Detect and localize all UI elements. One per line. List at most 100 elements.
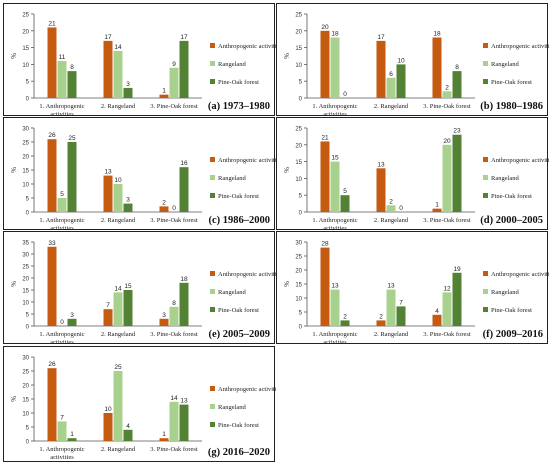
bar [376, 40, 386, 98]
legend-swatch [483, 175, 488, 180]
category-label: activities [50, 454, 74, 461]
bar-value-label: 21 [321, 134, 329, 141]
y-tick-label: 5 [299, 80, 303, 86]
bar-value-label: 2 [162, 199, 166, 206]
bar-value-label: 0 [399, 205, 403, 212]
legend-swatch [210, 157, 215, 162]
y-tick-label: 0 [26, 211, 30, 217]
y-tick-label: 35 [22, 241, 29, 247]
chart-panel: 0 5 10 15 20 25 30% 26 13 2 5 10 0 25 3 16 1. Anthropoge… [3, 117, 276, 232]
y-tick-label: 10 [295, 297, 302, 303]
category-label: 2. Rangeland [101, 217, 136, 224]
legend-label: Anthropogenic activities [218, 271, 276, 278]
chart-panel: 0 5 10 15 20 25 30% 28 2 4 13 13 12 2 7 19 1. Anthropoge… [276, 231, 549, 345]
bar [442, 292, 452, 326]
bar-value-label: 11 [59, 54, 66, 61]
panel-label: (a) 1973–1980 [208, 101, 270, 112]
y-tick-label: 0 [26, 325, 30, 331]
y-tick-label: 25 [295, 255, 302, 261]
panel-label: (b) 1980–1986 [480, 101, 543, 112]
y-axis-label: % [10, 281, 18, 287]
category-label: 1. Anthropogenic [312, 217, 357, 224]
bar-value-label: 3 [162, 312, 166, 319]
bar [330, 161, 340, 212]
legend-swatch [483, 79, 488, 84]
legend-swatch [483, 61, 488, 66]
bar [159, 318, 169, 326]
bar-value-label: 16 [180, 160, 188, 167]
bar-value-label: 10 [397, 57, 405, 64]
bar-value-label: 8 [172, 300, 176, 307]
y-tick-label: 15 [22, 289, 29, 295]
bar [169, 306, 179, 326]
legend-label: Pine-Oak forest [218, 422, 259, 429]
bar-value-label: 7 [60, 414, 64, 421]
legend-swatch [210, 61, 215, 66]
bar-value-label: 13 [331, 283, 339, 290]
bar [442, 91, 452, 98]
bar [179, 167, 189, 212]
bar-value-label: 14 [114, 44, 122, 51]
bar [57, 61, 67, 98]
bar [47, 27, 57, 98]
bar-value-label: 26 [48, 361, 56, 368]
bar [320, 247, 330, 326]
bar [47, 368, 57, 441]
y-tick-label: 30 [295, 241, 302, 247]
bar [376, 320, 386, 326]
y-tick-label: 10 [295, 63, 302, 69]
category-label: 3. Pine-Oak forest [150, 331, 198, 338]
y-tick-label: 0 [299, 325, 303, 331]
bar-value-label: 25 [68, 135, 76, 142]
bar-value-label: 0 [60, 319, 64, 326]
chart-panel: 0 5 10 15 20 25 30 35% 33 7 3 0 14 8 3 15 18 1. Anthropog… [3, 231, 276, 345]
bar-value-label: 5 [343, 188, 347, 195]
legend-swatch [483, 271, 488, 276]
legend-label: Anthropogenic activities [491, 271, 549, 278]
bar [432, 314, 442, 326]
chart-panel: 0 5 10 15 20 25% 20 17 18 18 6 2 0 10 8 1. Anthropogeni… [276, 3, 549, 117]
bar [103, 309, 113, 326]
legend-swatch [210, 289, 215, 294]
chart-panel: 0 5 10 15 20 25 30% 26 10 1 7 25 14 1 4 13 1. Anthropoge… [3, 346, 276, 462]
y-tick-label: 25 [22, 13, 29, 19]
bar-value-label: 2 [379, 313, 383, 320]
bar-value-label: 15 [124, 283, 132, 290]
panel-label: (d) 2000–2005 [480, 215, 543, 226]
chart-panel: 0 5 10 15 20 25% 21 17 1 11 14 9 8 3 17 1. Anthropogeni… [3, 3, 276, 117]
y-tick-label: 30 [22, 356, 29, 362]
bar [113, 371, 123, 441]
y-axis-label: % [10, 53, 18, 59]
legend-swatch [210, 307, 215, 312]
bar [330, 37, 340, 98]
legend-swatch [210, 43, 215, 48]
y-tick-label: 10 [22, 63, 29, 69]
y-tick-label: 20 [22, 155, 29, 161]
bar [57, 198, 67, 212]
y-tick-label: 0 [299, 97, 303, 103]
bar [103, 40, 113, 98]
legend-label: Anthropogenic activities [218, 157, 276, 164]
bar [179, 404, 189, 441]
legend-label: Anthropogenic activities [218, 43, 276, 50]
legend-swatch [210, 386, 215, 391]
bar [47, 246, 57, 326]
category-label: activities [323, 111, 347, 117]
y-axis-label: % [283, 281, 291, 287]
y-tick-label: 15 [22, 169, 29, 175]
y-tick-label: 5 [26, 426, 30, 432]
bar-value-label: 1 [70, 431, 74, 438]
panel-label: (f) 2009–2016 [483, 329, 543, 340]
bar [340, 195, 350, 212]
y-axis-label: % [10, 167, 18, 173]
y-tick-label: 30 [22, 127, 29, 133]
legend-label: Pine-Oak forest [218, 79, 259, 86]
bar-value-label: 4 [126, 423, 130, 430]
bar [123, 203, 133, 212]
category-label: activities [50, 339, 74, 345]
bar-value-label: 17 [377, 34, 385, 41]
y-tick-label: 15 [22, 46, 29, 52]
y-tick-label: 0 [26, 440, 30, 446]
category-label: 2. Rangeland [374, 331, 409, 338]
